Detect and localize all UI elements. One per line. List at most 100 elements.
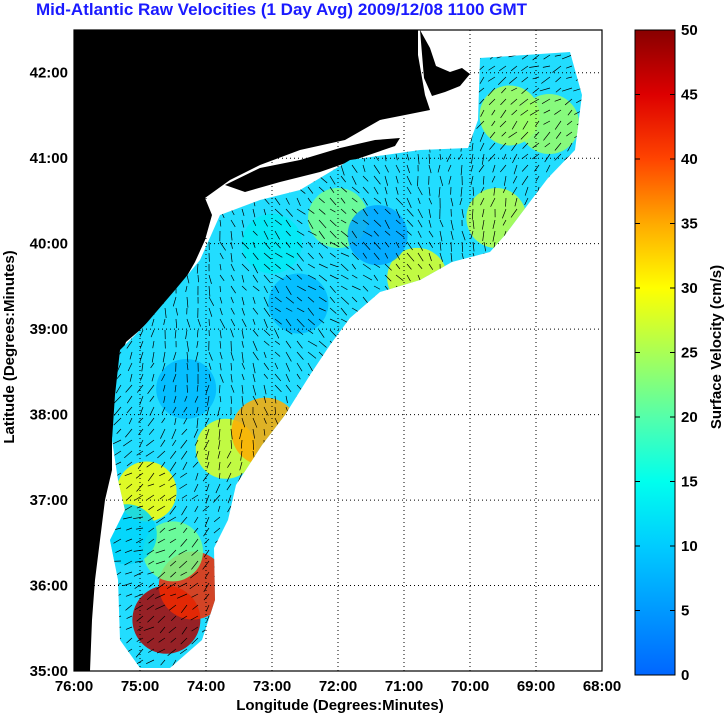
velocity-vector [173, 395, 177, 404]
velocity-vector [526, 351, 529, 360]
velocity-vector [318, 230, 325, 240]
velocity-vector [350, 571, 353, 581]
velocity-vector [524, 197, 529, 206]
velocity-vector [436, 516, 441, 527]
velocity-vector [128, 417, 133, 425]
velocity-vector [296, 428, 300, 436]
velocity-vector [217, 505, 221, 512]
velocity-vector [208, 296, 215, 306]
velocity-vector [285, 637, 289, 645]
velocity-vector [273, 571, 276, 579]
velocity-vector [340, 417, 346, 424]
velocity-vector [296, 395, 300, 405]
velocity-vector [561, 505, 573, 510]
velocity-vector [447, 98, 452, 110]
velocity-vector [413, 527, 419, 538]
land-mainland [74, 30, 430, 671]
velocity-vector [510, 659, 518, 667]
velocity-vector [557, 274, 562, 285]
velocity-vector [479, 439, 485, 449]
velocity-vector [351, 417, 358, 426]
velocity-vector [373, 285, 381, 290]
velocity-vector [450, 307, 453, 319]
velocity-vector [362, 219, 370, 225]
velocity-vector [406, 120, 410, 129]
x-tick-label: 74:00 [187, 678, 225, 695]
velocity-vector [568, 164, 573, 171]
velocity-vector [318, 307, 326, 312]
velocity-vector [519, 604, 529, 610]
velocity-vector [133, 516, 144, 520]
velocity-vector [555, 439, 562, 446]
velocity-vector [148, 428, 155, 435]
velocity-vector [296, 417, 304, 426]
velocity-vector [129, 351, 133, 360]
velocity-vector [110, 571, 111, 579]
velocity-vector [351, 340, 358, 347]
velocity-vector [318, 648, 321, 658]
velocity-vector [136, 483, 144, 492]
velocity-vector [215, 483, 221, 494]
velocity-vector [143, 626, 155, 631]
velocity-vector [478, 604, 485, 610]
velocity-vector [461, 263, 466, 273]
velocity-vector [263, 186, 267, 198]
velocity-vector [263, 450, 266, 459]
speed-region [519, 94, 580, 155]
velocity-vector [191, 560, 199, 570]
velocity-vector [553, 527, 562, 530]
velocity-vector [362, 241, 371, 250]
velocity-vector [458, 494, 463, 503]
velocity-vector [240, 648, 243, 656]
velocity-vector [373, 296, 383, 303]
velocity-vector [392, 637, 397, 645]
velocity-vector [543, 131, 551, 141]
velocity-vector [327, 516, 331, 525]
velocity-vector [337, 549, 342, 561]
velocity-vector [241, 263, 250, 272]
velocity-vector [532, 153, 540, 160]
velocity-vector [338, 604, 342, 614]
velocity-vector [519, 98, 529, 106]
velocity-vector [329, 208, 336, 213]
velocity-vector [428, 164, 432, 174]
velocity-vector [361, 549, 364, 557]
velocity-vector [139, 406, 144, 415]
velocity-vector [382, 604, 386, 615]
velocity-vector [351, 439, 354, 449]
velocity-vector [296, 230, 305, 236]
velocity-vector [532, 483, 540, 491]
velocity-vector [470, 351, 474, 361]
velocity-vector [406, 263, 412, 270]
velocity-vector [493, 395, 496, 403]
velocity-vector [453, 582, 463, 589]
velocity-vector [110, 538, 111, 545]
velocity-vector [123, 439, 133, 447]
velocity-vector [373, 384, 380, 394]
velocity-vector [180, 450, 188, 460]
velocity-vector [511, 87, 518, 92]
velocity-vector [498, 65, 507, 72]
velocity-vector [274, 472, 277, 481]
velocity-vector [476, 648, 485, 656]
velocity-vector [183, 659, 188, 666]
velocity-vector [414, 637, 419, 648]
velocity-vector [565, 648, 573, 656]
velocity-vector [406, 362, 413, 372]
velocity-vector [417, 307, 425, 318]
velocity-vector [129, 373, 133, 382]
velocity-vector [329, 285, 336, 293]
velocity-vector [417, 373, 421, 381]
velocity-vector [384, 219, 390, 229]
velocity-vector [511, 527, 518, 531]
velocity-vector [186, 318, 191, 328]
velocity-vector [575, 516, 582, 519]
velocity-vector [362, 197, 368, 206]
velocity-vector [480, 395, 485, 405]
velocity-vector [483, 274, 487, 284]
velocity-vector [402, 505, 408, 514]
velocity-vector [340, 428, 346, 435]
velocity-vector [110, 560, 111, 564]
colorbar [634, 29, 676, 676]
velocity-vector [570, 208, 573, 218]
